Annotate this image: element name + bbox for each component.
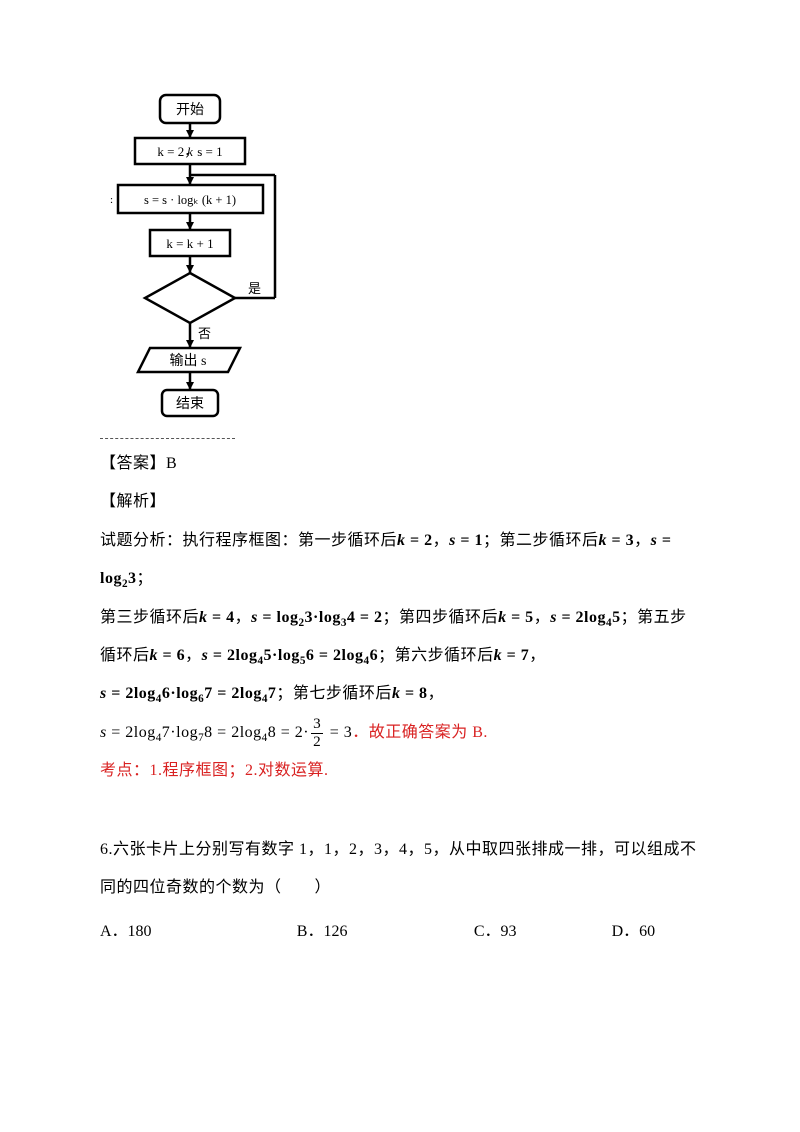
svg-text:开始: 开始 — [176, 102, 204, 118]
q6-stem: 6.六张卡片上分别写有数字 1，1，2，3，4，5，从中取四张排成一排，可以组成… — [100, 831, 710, 908]
answer-label: 【答案】 — [100, 455, 166, 472]
flowchart-diagram: 开始 k k = 2，s = 1 s = s · logₖ (k + 1) : … — [100, 90, 300, 430]
svg-text:输出 s: 输出 s — [170, 353, 207, 369]
svg-text:k = k + 1: k = k + 1 — [166, 236, 213, 251]
analysis-line-3: 循环后k = 6，s = 2log45·log56 = 2log46；第六步循环… — [100, 637, 710, 675]
analysis-label: 【解析】 — [100, 483, 710, 521]
svg-text:k = 2，s = 1: k = 2，s = 1 — [157, 144, 222, 159]
answer-value: B — [166, 455, 177, 472]
q6-options: A．180 B．126 C．93 D．60 — [100, 913, 710, 951]
svg-text:否: 否 — [198, 326, 211, 341]
analysis-line-5: s = 2log47·log78 = 2log48 = 2·32 = 3．故正确… — [100, 714, 710, 752]
question-6: 6.六张卡片上分别写有数字 1，1，2，3，4，5，从中取四张排成一排，可以组成… — [100, 831, 710, 952]
option-d: D．60 — [612, 913, 710, 951]
analysis-line-2: 第三步循环后k = 4，s = log23·log34 = 2；第四步循环后k … — [100, 599, 710, 637]
analysis-line-4: s = 2log46·log67 = 2log47；第七步循环后k = 8， — [100, 675, 710, 713]
option-b: B．126 — [297, 913, 474, 951]
option-a: A．180 — [100, 913, 297, 951]
svg-text::: : — [110, 194, 113, 206]
option-c: C．93 — [474, 913, 612, 951]
separator — [100, 438, 235, 439]
conclusion: ．故正确答案为 B. — [352, 724, 488, 741]
svg-text:s = s · logₖ (k + 1): s = s · logₖ (k + 1) — [144, 193, 236, 207]
topic-line: 考点：1.程序框图；2.对数运算. — [100, 752, 710, 790]
svg-text:是: 是 — [248, 281, 261, 296]
svg-text:结束: 结束 — [176, 396, 204, 412]
analysis-line-1: 试题分析：执行程序框图：第一步循环后k = 2，s = 1；第二步循环后k = … — [100, 522, 710, 599]
answer-line: 【答案】B — [100, 445, 710, 483]
